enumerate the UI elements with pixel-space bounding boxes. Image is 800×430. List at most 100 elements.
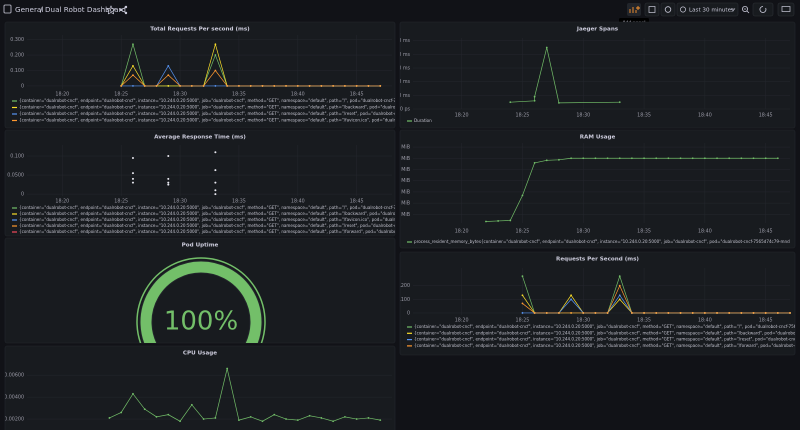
panel-title: Average Response Time (ms) — [154, 135, 246, 141]
panel — [4, 129, 396, 237]
panel-content: RAM Usage 33.2 MiB 33.4 MiB 33.6 MiB 33.9 Mi… — [389, 135, 790, 245]
panel-title: Pod Uptime — [182, 243, 219, 249]
legend-entry[interactable]: {container="dualrobot-cncf", endpoint="d… — [19, 98, 430, 103]
panel-title: RAM Usage — [580, 135, 616, 141]
y-tick-label: 0.300 — [10, 37, 24, 43]
data-point — [485, 220, 487, 223]
y-tick-label: 0.200 — [396, 283, 410, 289]
panel-title: CPU Usage — [183, 351, 217, 357]
y-tick-label: 34.3 MiB — [389, 156, 410, 162]
save-button[interactable] — [644, 2, 660, 17]
panel — [4, 345, 396, 430]
data-point — [703, 312, 706, 314]
time-picker[interactable] — [676, 2, 739, 17]
legend-entry[interactable]: {container="dualrobot-cncf", endpoint="d… — [19, 205, 430, 210]
panel — [4, 237, 396, 344]
data-point — [132, 43, 134, 46]
zoom-out-button[interactable] — [742, 6, 750, 14]
legend-swatch — [12, 113, 17, 115]
legend-entry[interactable]: {container="dualrobot-cncf", endpoint="d… — [414, 324, 800, 329]
y-tick-label: 0 — [21, 192, 24, 198]
x-tick-label: 18:40 — [291, 92, 305, 98]
x-tick-label: 18:20 — [55, 92, 69, 98]
data-point — [558, 101, 560, 104]
data-point — [202, 418, 205, 420]
gauge-value-arc — [140, 261, 262, 343]
data-point — [594, 157, 597, 160]
data-point — [618, 101, 621, 104]
settings-button[interactable] — [660, 2, 676, 17]
legend-entry[interactable]: {container="dualrobot-cncf", endpoint="d… — [19, 105, 427, 110]
data-point — [533, 312, 536, 314]
data-point — [716, 157, 718, 160]
data-point — [131, 177, 134, 180]
legend-entry[interactable]: {container="dualrobot-cncf", endpoint="d… — [414, 343, 800, 348]
x-tick-label: 18:25 — [516, 318, 530, 324]
breadcrumb-folder[interactable]: General — [15, 5, 43, 14]
clock-icon — [680, 6, 686, 13]
data-point — [249, 85, 252, 87]
legend-swatch — [407, 332, 412, 334]
data-point — [521, 194, 524, 197]
data-point — [179, 85, 181, 87]
gauge-value: 100% — [164, 307, 238, 337]
legend-entry[interactable]: {container="dualrobot-cncf", endpoint="d… — [19, 111, 432, 116]
data-point — [618, 298, 621, 301]
legend-entry[interactable]: Duration — [414, 118, 432, 123]
dashboards-icon[interactable] — [3, 4, 12, 14]
data-point — [545, 46, 548, 49]
data-point — [367, 85, 370, 87]
data-point — [249, 415, 252, 418]
data-point — [108, 417, 111, 419]
add-panel-button[interactable] — [627, 3, 641, 16]
data-point — [355, 418, 358, 420]
data-point — [344, 85, 346, 87]
data-point — [558, 158, 560, 161]
data-point — [132, 64, 134, 67]
data-point — [509, 101, 512, 104]
legend-entry[interactable]: {container="dualrobot-cncf", endpoint="d… — [19, 211, 427, 216]
share-icon[interactable] — [119, 5, 128, 15]
star-icon[interactable] — [106, 5, 116, 15]
legend-swatch — [407, 120, 412, 122]
legend-entry[interactable]: {container="dualrobot-cncf", endpoint="d… — [414, 330, 800, 335]
data-point — [320, 85, 323, 87]
data-point — [226, 85, 229, 87]
data-point — [655, 312, 658, 314]
x-tick-label: 18:30 — [173, 92, 187, 98]
data-point — [167, 64, 170, 67]
data-point — [679, 157, 682, 160]
x-tick-label: 18:25 — [516, 229, 530, 235]
time-range: Last 30 minutes — [689, 8, 734, 14]
data-point — [296, 419, 299, 422]
data-point — [752, 312, 755, 314]
data-point — [273, 413, 276, 416]
refresh-button[interactable] — [752, 2, 774, 17]
x-tick-label: 18:35 — [637, 113, 651, 119]
x-tick-label: 18:25 — [114, 199, 128, 205]
legend-entry[interactable]: {container="dualrobot-cncf", endpoint="d… — [19, 229, 430, 234]
legend-entry[interactable]: {container="dualrobot-cncf", endpoint="d… — [19, 118, 426, 123]
legend-entry[interactable]: {container="dualrobot-cncf", endpoint="d… — [414, 337, 800, 342]
data-point — [202, 85, 205, 87]
y-tick-label: 0.00600 — [4, 373, 24, 379]
data-point — [497, 220, 500, 222]
data-point — [570, 298, 572, 301]
data-point — [667, 157, 670, 160]
panel-title: Jaeger Spans — [576, 27, 619, 33]
data-point — [261, 85, 264, 87]
view-mode-button[interactable] — [777, 2, 795, 17]
legend-entry[interactable]: {container="dualrobot-cncf", endpoint="d… — [19, 223, 432, 228]
data-point — [320, 417, 323, 419]
legend-entry[interactable]: {container="dualrobot-cncf", endpoint="d… — [19, 217, 426, 222]
data-point — [509, 219, 512, 222]
add-panel-icon — [629, 6, 640, 13]
data-point — [679, 312, 682, 314]
legend-entry[interactable]: process_resident_memory_bytes{container=… — [414, 239, 790, 244]
data-point — [606, 157, 609, 160]
data-point — [703, 157, 706, 160]
data-point — [332, 420, 335, 423]
x-tick-label: 18:20 — [455, 229, 469, 235]
legend-swatch — [12, 106, 17, 109]
dashboard-title[interactable]: Dual Robot Dashboard — [45, 5, 126, 14]
